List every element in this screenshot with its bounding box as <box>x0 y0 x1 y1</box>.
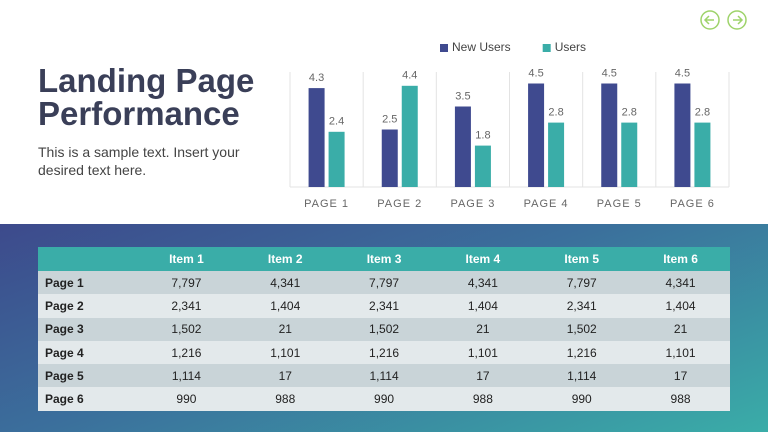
table-cell: 990 <box>334 387 434 411</box>
table-cell: 21 <box>433 317 533 341</box>
table-cell: 1,404 <box>631 294 730 318</box>
legend-swatch <box>440 44 448 52</box>
x-tick-label: PAGE 4 <box>524 198 569 210</box>
table-cell: 21 <box>631 317 730 341</box>
table-row: Page 1 7,797 4,341 7,797 4,341 7,797 4,341 <box>38 271 730 295</box>
table-cell: 2,341 <box>532 294 632 318</box>
table-row: Page 4 1,216 1,101 1,216 1,101 1,216 1,101 <box>38 340 730 365</box>
table-cell: 1,114 <box>532 364 632 388</box>
table-cell: 988 <box>235 387 335 411</box>
table-cell: 17 <box>235 364 335 388</box>
column-header: Item 6 <box>631 247 730 271</box>
table-cell: 988 <box>433 387 533 411</box>
table-cell: 1,101 <box>433 340 533 365</box>
table-cell: 1,101 <box>235 340 335 365</box>
row-label: Page 5 <box>38 364 137 388</box>
table-cell: 7,797 <box>334 271 434 295</box>
nav-next[interactable] <box>727 10 747 30</box>
bar <box>454 106 471 187</box>
table-cell: 1,502 <box>137 317 236 341</box>
table-cell: 1,502 <box>532 317 632 341</box>
x-tick-label: PAGE 5 <box>597 198 642 210</box>
table-row: Page 2 2,341 1,404 2,341 1,404 2,341 1,404 <box>38 294 730 318</box>
table-cell: 2,341 <box>137 294 236 318</box>
chart: New Users Users PAGE 1 4.3 2.4 PAGE 2 2.5 4.4 PA… <box>289 10 747 210</box>
data-label: 2.5 <box>382 113 397 125</box>
legend-label: Users <box>555 40 586 54</box>
x-tick-label: PAGE 1 <box>304 198 349 210</box>
nav-prev[interactable] <box>700 10 720 30</box>
bar <box>474 145 491 187</box>
table-row: Page 3 1,502 21 1,502 21 1,502 21 <box>38 317 730 341</box>
row-label: Page 1 <box>38 271 137 295</box>
table-cell: 2,341 <box>334 294 434 318</box>
bar <box>601 83 618 187</box>
x-tick-label: PAGE 2 <box>377 198 422 210</box>
table-cell: 4,341 <box>433 271 533 295</box>
title: Landing Page Performance <box>38 62 255 132</box>
column-header: Item 4 <box>433 247 533 271</box>
column-header: Item 3 <box>334 247 434 271</box>
column-header: Item 5 <box>532 247 632 271</box>
data-label: 4.5 <box>602 67 617 79</box>
subtitle: This is a sample text. Insert your desir… <box>38 144 240 178</box>
data-label: 4.5 <box>528 67 543 79</box>
legend-label: New Users <box>452 40 511 54</box>
bar <box>674 83 691 187</box>
table-row: Page 5 1,114 17 1,114 17 1,114 17 <box>38 364 730 388</box>
table-cell: 1,114 <box>334 364 434 388</box>
x-tick-label: PAGE 3 <box>450 198 495 210</box>
table-row: Page 6 990 988 990 988 990 988 <box>38 387 730 411</box>
bar <box>401 85 418 187</box>
table-cell: 1,114 <box>137 364 236 388</box>
data-label: 2.4 <box>329 116 344 128</box>
table-cell: 1,502 <box>334 317 434 341</box>
table-cell: 17 <box>433 364 533 388</box>
bar <box>308 88 325 187</box>
table-cell: 1,216 <box>137 340 236 365</box>
table-cell: 1,101 <box>631 340 730 365</box>
legend-swatch <box>542 44 551 52</box>
x-tick-label: PAGE 6 <box>670 198 715 210</box>
row-label: Page 3 <box>38 317 137 341</box>
data-label: 4.5 <box>675 67 690 79</box>
bar <box>528 83 545 187</box>
row-label: Page 2 <box>38 294 137 318</box>
table-cell: 7,797 <box>137 271 236 295</box>
table-cell: 1,404 <box>235 294 335 318</box>
row-label: Page 4 <box>38 340 137 365</box>
table-cell: 1,404 <box>433 294 533 318</box>
data-label: 4.3 <box>309 72 324 84</box>
bar <box>381 129 398 187</box>
table-cell: 1,216 <box>532 340 632 365</box>
table-cell: 990 <box>532 387 632 411</box>
row-label: Page 6 <box>38 387 137 411</box>
table-cell: 4,341 <box>235 271 335 295</box>
data-label: 1.8 <box>475 130 490 142</box>
table-cell: 21 <box>235 317 335 341</box>
table-cell: 990 <box>137 387 236 411</box>
table-cell: 7,797 <box>532 271 632 295</box>
data-label: 2.8 <box>548 107 563 119</box>
data-label: 4.4 <box>402 70 417 82</box>
column-header: Item 1 <box>137 247 236 271</box>
bar <box>621 122 638 187</box>
bar <box>328 131 345 187</box>
bar <box>548 122 565 187</box>
data-table: Item 1 Item 2 Item 3 Item 4 Item 5 Item 6 Page… <box>38 247 730 411</box>
table-cell: 17 <box>631 364 730 388</box>
column-header: Item 2 <box>235 247 335 271</box>
table-cell: 988 <box>631 387 730 411</box>
corner-cell <box>38 247 137 271</box>
data-label: 2.8 <box>695 107 710 119</box>
table-cell: 1,216 <box>334 340 434 365</box>
bar <box>694 122 711 187</box>
data-label: 2.8 <box>622 107 637 119</box>
data-label: 3.5 <box>455 90 470 102</box>
table-cell: 4,341 <box>631 271 730 295</box>
